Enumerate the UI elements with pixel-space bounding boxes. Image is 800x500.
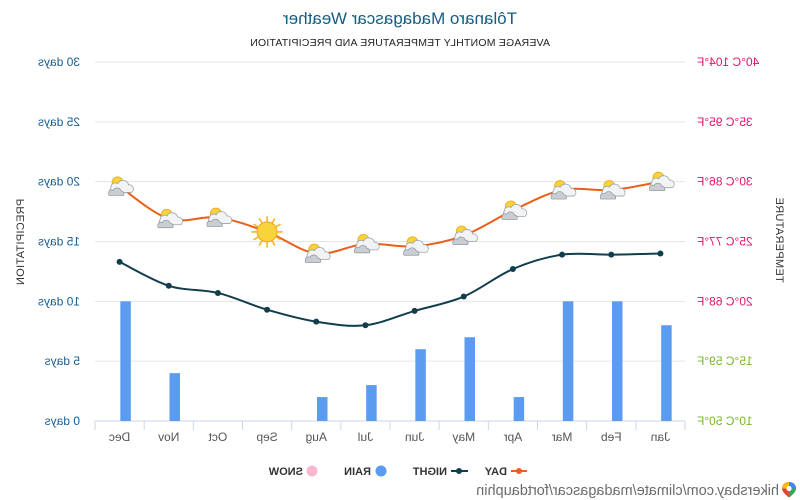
- temperature-tick-label: 25°C 77°F: [697, 235, 753, 249]
- month-label: Mar: [552, 430, 573, 444]
- temperature-tick-label: 20°C 68°F: [697, 294, 753, 308]
- month-label: Aug: [306, 430, 327, 444]
- legend-item-night[interactable]: NIGHT: [413, 466, 469, 478]
- day-line[interactable]: [116, 178, 664, 257]
- temperature-axis-ticks: 10°C 50°F 15°C 59°F 20°C 68°F 25°C 77°F 30°C…: [697, 55, 759, 428]
- night-point[interactable]: [264, 306, 271, 313]
- legend-item-rain[interactable]: RAIN: [344, 465, 387, 479]
- night-line[interactable]: [116, 250, 664, 329]
- month-label: Feb: [601, 430, 622, 444]
- month-label: May: [452, 430, 475, 444]
- rain-bar[interactable]: [415, 349, 426, 421]
- month-label: Dec: [109, 430, 130, 444]
- temperature-axis-title: TEMPERATURE: [773, 197, 785, 283]
- night-point[interactable]: [411, 307, 418, 314]
- night-point[interactable]: [460, 293, 467, 300]
- weather-icons: [108, 171, 675, 263]
- temperature-tick-label: 15°C 59°F: [697, 354, 753, 368]
- sun-cloud-icon: [206, 207, 233, 227]
- day-line-path[interactable]: [119, 180, 661, 255]
- precipitation-tick-label: 25 days: [38, 115, 80, 129]
- rain-bars[interactable]: [120, 301, 672, 421]
- x-axis: [94, 420, 686, 430]
- month-labels: Jan Feb Mar Apr May Jun Jul Aug Sep Oct Nov Dec: [109, 430, 670, 444]
- night-point[interactable]: [214, 289, 221, 296]
- legend-day-label: DAY: [484, 466, 507, 478]
- legend-day-marker-dot: [516, 468, 522, 474]
- temperature-tick-label: 10°C 50°F: [697, 414, 753, 428]
- precipitation-axis-title: PRECIPITATION: [15, 199, 27, 286]
- night-point[interactable]: [313, 318, 320, 325]
- month-label: Oct: [208, 430, 227, 444]
- night-point[interactable]: [608, 251, 615, 258]
- rain-bar[interactable]: [562, 301, 574, 421]
- month-label: Jun: [405, 430, 424, 444]
- legend-night-label: NIGHT: [413, 466, 448, 478]
- chart-title: Tôlanaro Madagascar Weather: [283, 9, 517, 28]
- rain-bar[interactable]: [317, 397, 328, 421]
- sun-cloud-icon: [599, 180, 626, 200]
- month-label: Jan: [651, 430, 670, 444]
- month-label: Jul: [358, 430, 373, 444]
- sun-cloud-icon: [157, 208, 183, 229]
- month-label: Apr: [504, 430, 523, 444]
- temperature-tick-label: 30°C 86°F: [697, 175, 753, 189]
- rain-bar[interactable]: [661, 325, 672, 421]
- night-point[interactable]: [559, 251, 566, 258]
- rain-bar[interactable]: [366, 385, 377, 421]
- sun-icon: [251, 216, 283, 248]
- sun-cloud-icon: [403, 236, 429, 256]
- sun-cloud-icon: [649, 171, 675, 192]
- precipitation-tick-label: 20 days: [38, 175, 80, 189]
- temperature-tick-label: 35°C 95°F: [697, 115, 753, 129]
- precipitation-axis-ticks: 0 days 5 days 10 days 15 days 20 days 25 days…: [38, 55, 80, 428]
- precipitation-tick-label: 30 days: [38, 55, 80, 69]
- night-point[interactable]: [362, 322, 369, 329]
- grid-lines: [95, 61, 685, 362]
- legend-item-day[interactable]: DAY: [484, 466, 527, 478]
- precipitation-tick-label: 10 days: [38, 294, 80, 308]
- month-label: Nov: [158, 430, 179, 444]
- legend-snow-label: SNOW: [268, 466, 303, 478]
- precipitation-tick-label: 15 days: [38, 235, 80, 249]
- sun-cloud-icon: [452, 225, 478, 245]
- legend-snow-marker: [306, 465, 318, 477]
- legend-rain-label: RAIN: [344, 466, 371, 478]
- precipitation-tick-label: 0 days: [45, 414, 80, 428]
- location-pin-icon: [782, 482, 796, 498]
- footer-link[interactable]: hikersbay.com/climate/madagascar/fortdau…: [476, 482, 796, 499]
- legend-item-snow[interactable]: SNOW: [268, 465, 318, 479]
- legend-rain-marker: [375, 465, 387, 477]
- sun-cloud-icon: [550, 180, 577, 200]
- rain-bar[interactable]: [464, 337, 476, 421]
- night-line-path[interactable]: [119, 252, 661, 327]
- night-point[interactable]: [509, 266, 516, 273]
- sun-cloud-icon: [501, 200, 528, 220]
- sun-cloud-icon: [108, 176, 134, 196]
- rain-bar[interactable]: [169, 373, 181, 421]
- chart-subtitle: AVERAGE MONTHLY TEMPERATURE AND PRECIPIT…: [250, 37, 550, 49]
- rain-bar[interactable]: [120, 301, 131, 421]
- sun-cloud-icon: [354, 233, 380, 254]
- footer-link-text[interactable]: hikersbay.com/climate/madagascar/fortdau…: [476, 483, 779, 499]
- rain-bar[interactable]: [513, 397, 525, 421]
- night-point[interactable]: [116, 258, 123, 265]
- night-point[interactable]: [165, 282, 172, 289]
- legend-night-marker-dot: [456, 468, 462, 474]
- precipitation-tick-label: 5 days: [45, 354, 80, 368]
- night-point[interactable]: [657, 250, 664, 257]
- sun-cloud-icon: [304, 243, 331, 263]
- rain-bar[interactable]: [612, 301, 623, 421]
- legend: DAY NIGHT RAIN SNOW: [268, 465, 527, 479]
- temperature-tick-label: 40°C 104°F: [697, 55, 759, 69]
- month-label: Sep: [256, 430, 278, 444]
